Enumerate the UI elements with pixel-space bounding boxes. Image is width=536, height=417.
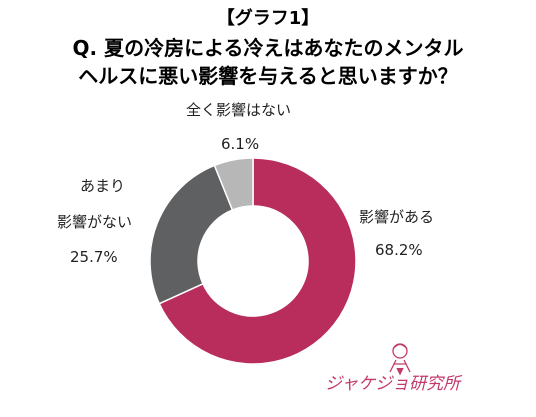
donut-slice-2 — [213, 157, 254, 211]
slice-label-group-2: 全く影響はない 6.1% — [186, 101, 291, 153]
slice-value-0: 68.2% — [375, 241, 423, 259]
slice-label-group-1: あまり 影響がない 25.7% — [57, 177, 132, 266]
slice-label-0: 影響がある — [359, 208, 434, 226]
slice-label-2: 全く影響はない — [186, 101, 291, 119]
slice-value-2: 6.1% — [221, 135, 259, 153]
chart-title-line-2: ヘルスに悪い影響を与えると思いますか？ — [78, 64, 458, 88]
logo-text: ジャケジョ研究所 — [325, 374, 463, 394]
logo-figure-icon — [389, 343, 411, 376]
donut-slice-1 — [149, 164, 234, 305]
graph-label: 【グラフ1】 — [216, 8, 320, 29]
jakejo-lab-logo: ジャケジョ研究所 — [325, 343, 463, 394]
slice-value-1: 25.7% — [70, 248, 118, 266]
donut-slices — [149, 157, 357, 365]
slice-label-group-0: 影響がある 68.2% — [359, 208, 434, 259]
chart-title-line-1: Q. 夏の冷房による冷えはあなたのメンタル — [72, 36, 464, 60]
slice-label-1-line-1: あまり — [80, 177, 125, 195]
slice-label-1-line-2: 影響がない — [57, 213, 132, 231]
donut-slice-0 — [158, 157, 357, 365]
